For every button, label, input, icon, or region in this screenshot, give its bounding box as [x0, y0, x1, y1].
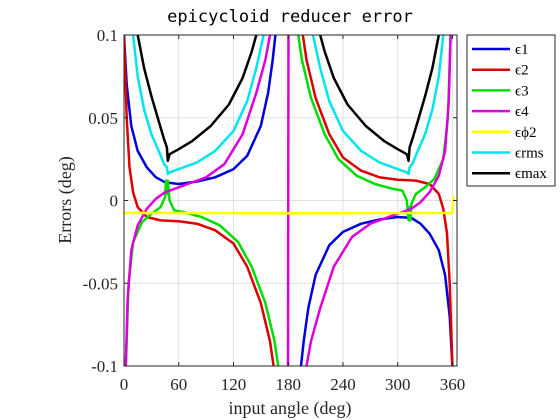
series-line — [124, 35, 275, 366]
chart-title: epicycloid reducer error — [167, 7, 413, 27]
legend-label: ϵ2 — [515, 63, 529, 79]
series-lines — [124, 35, 455, 366]
x-tick-label: 60 — [170, 375, 187, 394]
y-tick-label: -0.05 — [83, 274, 118, 293]
series-line — [124, 35, 272, 366]
series-line — [131, 35, 265, 176]
series-line — [136, 35, 258, 163]
series-line — [318, 35, 441, 163]
x-tick-label: 360 — [440, 375, 466, 394]
series-line — [286, 35, 290, 366]
x-tick-label: 0 — [120, 375, 129, 394]
legend-label: ϵϕ2 — [515, 125, 536, 141]
series-line — [301, 35, 454, 366]
y-tick-label: -0.1 — [91, 357, 118, 376]
x-tick-label: 180 — [275, 375, 301, 394]
y-tick-label: 0.05 — [88, 109, 118, 128]
legend-label: ϵmax — [515, 166, 547, 182]
y-tick-label: 0 — [110, 192, 119, 211]
series-line — [124, 195, 455, 215]
y-tick-label: 0.1 — [97, 26, 118, 45]
x-axis-label: input angle (deg) — [229, 398, 352, 419]
x-tick-label: 240 — [330, 375, 356, 394]
x-tick-label: 300 — [385, 375, 411, 394]
x-tick-label: 120 — [221, 375, 247, 394]
legend: ϵ1 ϵ2 ϵ3 ϵ4 ϵϕ2 ϵrms ϵmax — [466, 34, 556, 187]
series-line — [311, 35, 445, 176]
legend-label: ϵ1 — [515, 42, 529, 58]
legend-label: ϵrms — [515, 146, 544, 162]
ticks: 0 60 120 180 240 300 360 -0.1 -0.05 0 0.05 0.1 — [83, 26, 466, 394]
legend-label: ϵ4 — [515, 104, 529, 120]
legend-label: ϵ3 — [515, 83, 529, 99]
y-axis-label: Errors (deg) — [55, 156, 76, 243]
